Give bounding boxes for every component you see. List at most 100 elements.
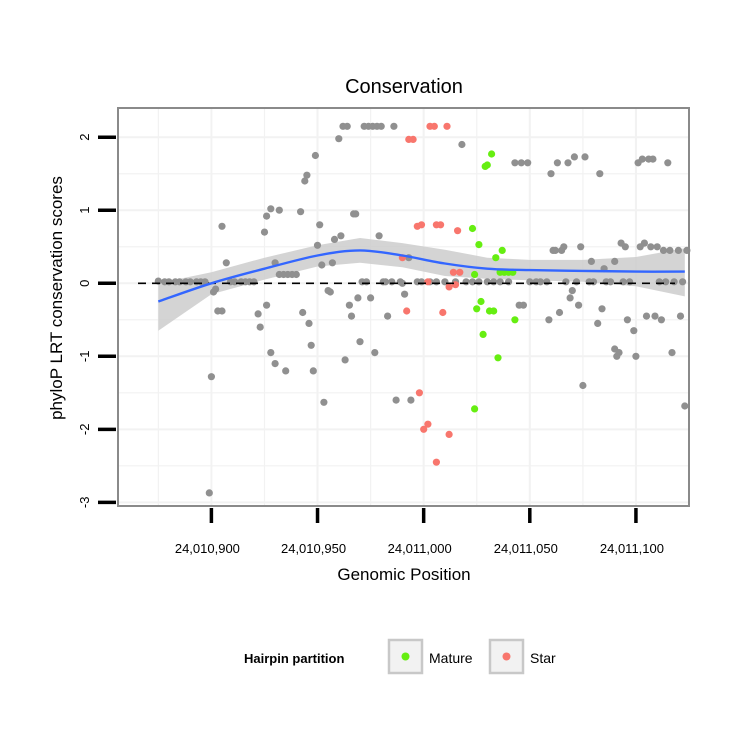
- data-point-other: [381, 278, 390, 286]
- data-point-mature: [475, 241, 483, 249]
- data-point-star: [430, 122, 438, 130]
- data-point-other: [432, 278, 440, 286]
- data-point-other: [222, 259, 230, 267]
- data-point-other: [606, 278, 615, 286]
- data-point-star: [403, 307, 411, 315]
- data-point-other: [297, 208, 305, 216]
- data-point-other: [662, 278, 670, 286]
- data-point-other: [659, 246, 668, 254]
- data-point-mature: [494, 354, 502, 362]
- data-point-other: [292, 270, 300, 279]
- data-point-other: [653, 243, 661, 251]
- legend-dot-mature: [401, 652, 410, 661]
- data-point-other: [664, 159, 672, 167]
- data-point-other: [256, 323, 264, 331]
- data-point-star: [449, 268, 457, 276]
- data-point-other: [407, 396, 415, 404]
- data-point-other: [581, 153, 589, 161]
- data-point-mature: [511, 316, 519, 324]
- legend-title: Hairpin partition: [244, 651, 344, 666]
- data-point-other: [676, 312, 685, 320]
- y-axis: -3 -2 -1 0 1 2: [77, 134, 116, 508]
- data-point-other: [647, 243, 655, 251]
- data-point-other: [674, 246, 683, 254]
- data-point-other: [282, 367, 290, 375]
- data-point-other: [587, 257, 596, 265]
- data-point-other: [589, 278, 598, 286]
- data-point-other: [356, 338, 364, 346]
- data-point-mature: [492, 254, 500, 262]
- data-point-other: [551, 246, 559, 254]
- data-point-mature: [477, 297, 485, 306]
- x-axis: 24,010,900 24,010,950 24,011,000 24,011,050…: [175, 508, 664, 556]
- data-point-other: [577, 243, 585, 251]
- data-point-other: [263, 301, 271, 309]
- data-point-star: [445, 430, 453, 438]
- data-point-other: [207, 373, 215, 381]
- data-point-star: [420, 425, 428, 433]
- data-point-other: [564, 159, 572, 167]
- data-point-other: [630, 327, 638, 335]
- data-point-other: [566, 294, 574, 302]
- data-point-other: [490, 278, 498, 286]
- data-point-other: [679, 278, 687, 286]
- data-point-star: [437, 221, 445, 229]
- data-point-other: [299, 308, 307, 317]
- data-point-star: [454, 227, 462, 235]
- data-point-mature: [498, 246, 506, 254]
- data-point-other: [598, 305, 606, 313]
- legend: Hairpin partition Mature Star: [244, 638, 556, 675]
- data-point-other: [496, 278, 504, 286]
- data-point-star: [424, 278, 432, 286]
- data-point-other: [621, 243, 629, 251]
- data-point-star: [424, 420, 432, 428]
- data-point-star: [415, 389, 423, 397]
- data-point-other: [347, 312, 356, 320]
- data-point-other: [362, 278, 370, 286]
- data-point-other: [615, 349, 623, 357]
- data-point-other: [186, 278, 194, 286]
- data-point-other: [568, 287, 576, 295]
- data-point-star: [451, 281, 460, 289]
- x-tick-label: 24,010,900: [175, 541, 240, 556]
- data-point-mature: [473, 305, 481, 313]
- data-point-other: [640, 239, 649, 247]
- data-point-other: [318, 261, 326, 269]
- data-point-star: [439, 308, 447, 317]
- data-point-other: [668, 349, 676, 357]
- y-tick-label: -2: [77, 424, 92, 436]
- data-point-other: [596, 170, 604, 178]
- data-point-other: [579, 381, 587, 390]
- data-point-other: [218, 222, 226, 230]
- data-point-other: [301, 177, 309, 185]
- plot-border: [117, 107, 690, 507]
- data-point-mature: [483, 161, 491, 169]
- data-point-other: [343, 122, 351, 130]
- x-tick-label: 24,011,050: [494, 541, 558, 556]
- data-point-mature: [468, 224, 477, 233]
- y-tick-label: -3: [77, 497, 92, 509]
- data-point-other: [524, 159, 532, 167]
- data-point-other: [642, 312, 651, 320]
- data-point-other: [320, 398, 328, 406]
- data-point-star: [432, 458, 440, 466]
- data-point-other: [267, 205, 275, 213]
- data-point-other: [303, 171, 311, 179]
- data-point-other: [260, 228, 269, 236]
- data-point-other: [271, 360, 279, 368]
- data-point-other: [352, 210, 360, 218]
- data-point-other: [666, 246, 674, 254]
- y-tick-label: 0: [77, 280, 92, 287]
- data-point-other: [392, 396, 400, 404]
- y-tick-label: -1: [77, 351, 92, 363]
- data-point-other: [623, 316, 632, 324]
- data-point-other: [536, 278, 545, 286]
- data-point-other: [657, 316, 666, 324]
- data-point-other: [526, 278, 534, 286]
- data-point-other: [311, 151, 319, 160]
- data-point-other: [398, 279, 406, 287]
- data-point-other: [263, 212, 271, 220]
- data-point-other: [547, 170, 555, 178]
- data-point-other: [626, 278, 634, 286]
- y-axis-title: phyloP LRT conservation scores: [47, 176, 66, 420]
